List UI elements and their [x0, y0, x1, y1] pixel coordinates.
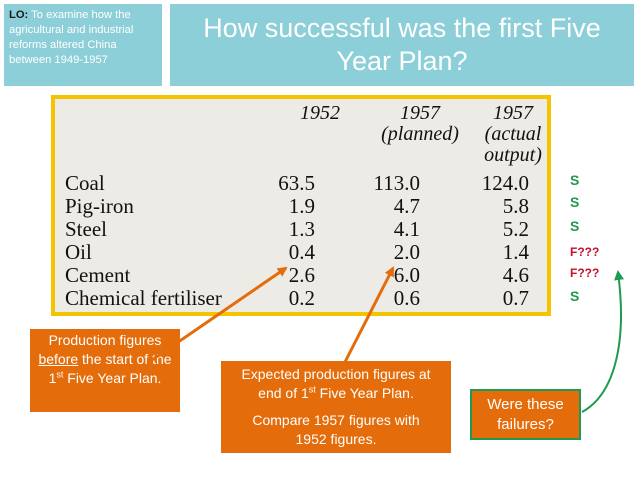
row-label: Chemical fertiliser	[65, 286, 222, 310]
value-1957-actual: 124.0	[481, 171, 529, 195]
arrow-to-1957-planned-column	[343, 266, 395, 363]
status-coal: S	[570, 172, 580, 188]
table-photo: 1952 1957 (planned) 1957 (actual output)…	[51, 95, 551, 316]
value-1957-actual: 4.6	[502, 263, 529, 287]
question-box: Were these failures?	[470, 389, 581, 440]
value-1952: 1.3	[288, 217, 315, 241]
row-label: Cement	[65, 263, 131, 287]
value-1957-actual: 5.8	[502, 194, 529, 218]
note-before-sup: st	[56, 369, 64, 380]
value-1957-actual: 5.2	[502, 217, 529, 241]
value-1952: 2.6	[288, 263, 315, 287]
value-1957-planned: 0.6	[393, 286, 420, 310]
value-1957-planned: 6.0	[393, 263, 420, 287]
header-1957-actual: 1957 (actual output)	[473, 102, 547, 166]
status-pig-iron: S	[570, 194, 580, 210]
note-before-text-2: the start of the 1	[48, 351, 172, 386]
value-1957-planned: 4.1	[393, 217, 420, 241]
learning-objective-box: LO: To examine how the agricultural and …	[4, 4, 162, 86]
value-1957-actual: 1.4	[502, 240, 529, 264]
value-1957-actual: 0.7	[502, 286, 529, 310]
note-before-text-1: Production figures	[48, 332, 162, 348]
row-label: Steel	[65, 217, 107, 241]
arrow-to-status-column	[581, 270, 624, 413]
note-expected-sup: st	[308, 384, 316, 395]
value-1957-planned: 4.7	[393, 194, 420, 218]
status-steel: S	[570, 218, 580, 234]
note-expected-text-1: Expected production figures at end of 1	[241, 366, 431, 401]
header-1957-planned: 1957 (planned)	[370, 103, 470, 145]
row-label: Pig-iron	[65, 194, 134, 218]
row-label: Coal	[65, 171, 105, 195]
note-compare: Compare 1957 figures with 1952 figures.	[252, 412, 420, 447]
arrow-to-1952-column	[151, 266, 288, 362]
status-cement: F???	[570, 266, 600, 280]
note-expected-line: Expected production figures at end of 1s…	[229, 365, 443, 403]
header-1957-planned-line2: (planned)	[381, 123, 459, 145]
value-1957-planned: 113.0	[373, 171, 420, 195]
title-box: How successful was the first Five Year P…	[170, 4, 634, 86]
header-1952: 1952	[285, 103, 355, 124]
value-1952: 0.2	[288, 286, 315, 310]
value-1952: 0.4	[288, 240, 315, 264]
lo-label: LO:	[9, 9, 29, 21]
header-1957-actual-line2: (actual	[484, 123, 542, 145]
lo-text: To examine how the agricultural and indu…	[9, 9, 134, 66]
note-expected-figures: Expected production figures at end of 1s…	[221, 361, 451, 453]
note-before-text-3: Five Year Plan.	[63, 370, 162, 386]
header-1957-actual-line3: output)	[484, 144, 542, 166]
note-expected-text-2: Five Year Plan.	[315, 385, 414, 401]
note-before-plan: Production figures before the start of t…	[30, 329, 180, 412]
note-before-underlined: before	[38, 351, 79, 367]
header-1957-planned-line1: 1957	[400, 102, 440, 124]
row-label: Oil	[65, 240, 92, 264]
value-1952: 63.5	[278, 171, 315, 195]
slide-title: How successful was the first Five Year P…	[203, 13, 601, 76]
status-oil: F???	[570, 245, 600, 259]
value-1952: 1.9	[288, 194, 315, 218]
header-1952-line1: 1952	[300, 102, 340, 124]
value-1957-planned: 2.0	[393, 240, 420, 264]
status-chemical-fertiliser: S	[570, 288, 580, 304]
header-1957-actual-line1: 1957	[493, 102, 533, 124]
